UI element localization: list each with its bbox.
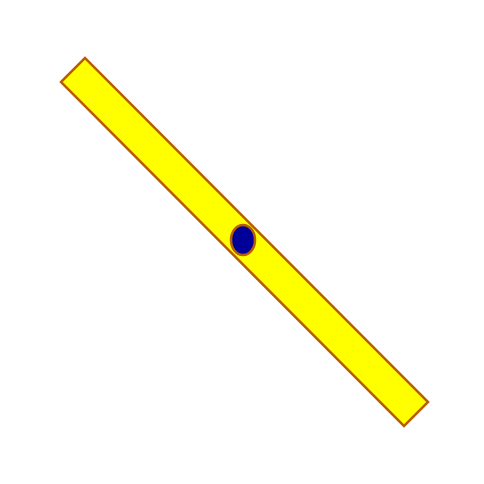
pivot-hinge	[229, 223, 257, 257]
